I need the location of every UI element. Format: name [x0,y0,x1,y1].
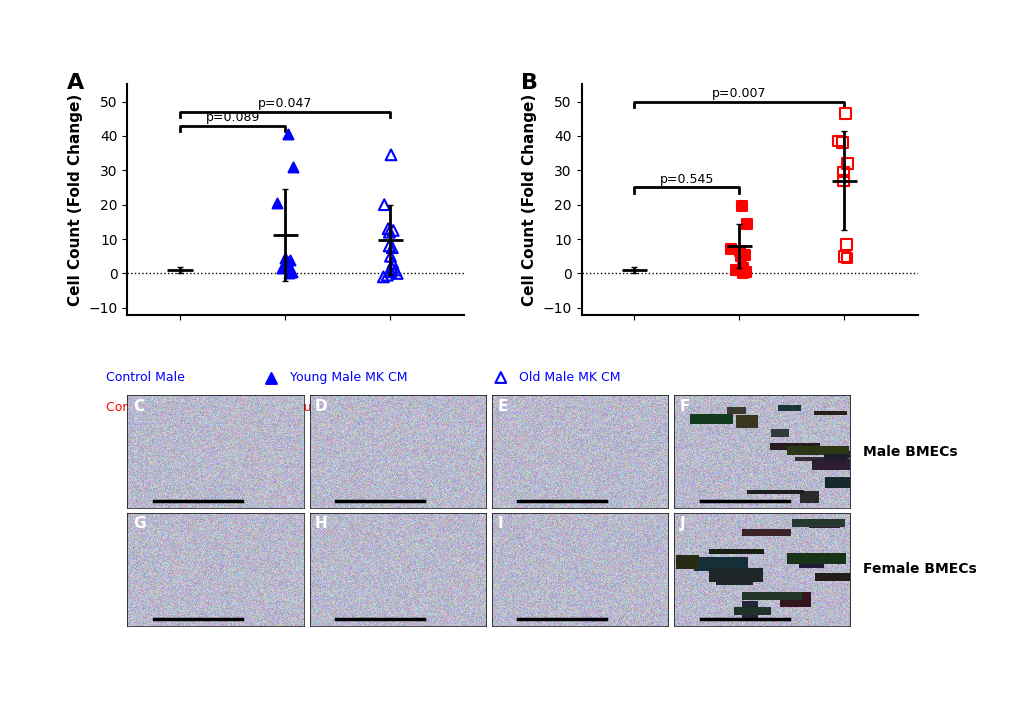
Point [835,167,851,178]
Point [381,226,397,238]
Point [382,149,398,160]
Point [167,265,183,276]
Point [619,267,635,278]
Point [733,251,749,262]
Point [283,266,300,278]
Point [835,175,851,186]
Text: E: E [496,399,507,413]
Point [836,251,852,262]
Text: J: J [679,516,685,531]
Point [273,263,289,274]
Point [621,264,637,275]
Point [736,249,752,260]
Point [384,242,400,253]
Point [384,257,400,269]
Point [277,252,293,264]
Point [618,264,634,275]
Text: p=0.545: p=0.545 [659,173,713,186]
Point [722,244,739,255]
Point [628,265,644,276]
Text: p=0.007: p=0.007 [711,87,766,100]
Point [734,201,750,212]
Point [620,266,636,277]
Text: Old Female MK CM: Old Female MK CM [519,401,636,413]
Point [385,225,401,236]
Y-axis label: Cell Count (Fold Change): Cell Count (Fold Change) [68,93,83,306]
Point [174,263,191,274]
Point [280,261,297,272]
Point [380,223,396,234]
Text: D: D [315,399,327,413]
Point [738,218,754,229]
Point [838,252,854,264]
Text: Old Male MK CM: Old Male MK CM [519,371,621,384]
Text: Male BMECs: Male BMECs [862,445,956,459]
Point [834,137,850,148]
Text: I: I [496,516,502,531]
Point [268,198,284,209]
Text: H: H [315,516,327,531]
Text: p=0.089: p=0.089 [205,111,260,124]
Point [383,263,399,274]
Point [837,108,853,120]
Point [387,264,404,276]
Text: F: F [679,399,689,413]
Text: B: B [521,73,538,93]
Text: G: G [132,516,145,531]
Point [829,136,846,147]
Point [734,267,750,278]
Point [278,256,294,267]
Point [284,161,301,172]
Y-axis label: Cell Count (Fold Change): Cell Count (Fold Change) [522,93,537,306]
Point [176,264,193,275]
Point [376,199,392,210]
Point [176,264,193,276]
Point [172,266,189,278]
Point [176,264,193,276]
Point [166,261,182,272]
Point [375,271,391,283]
Point [280,129,297,140]
Point [734,263,750,274]
Text: p=0.047: p=0.047 [258,97,312,110]
Point [839,157,855,169]
Text: Control Female: Control Female [106,401,201,413]
Point [738,266,754,278]
Text: Female BMECs: Female BMECs [862,562,975,576]
Point [282,254,299,265]
Point [379,269,395,280]
Point [835,78,851,89]
Point [382,266,398,278]
Point [382,251,398,262]
Point [727,264,743,276]
Point [381,240,397,252]
Point [164,265,180,276]
Point [280,267,297,278]
Point [630,263,646,274]
Point [630,264,646,276]
Point [626,266,642,278]
Text: A: A [67,73,85,93]
Text: Young Male MK CM: Young Male MK CM [289,371,407,384]
Point [838,238,854,250]
Text: Young Female MK CM: Young Female MK CM [289,401,423,413]
Point [167,264,183,275]
Point [630,264,646,276]
Point [165,263,181,274]
Point [731,245,747,257]
Point [388,268,405,279]
Point [835,346,851,357]
Text: C: C [132,399,144,413]
Text: Control Male: Control Male [106,371,184,384]
Point [621,265,637,276]
